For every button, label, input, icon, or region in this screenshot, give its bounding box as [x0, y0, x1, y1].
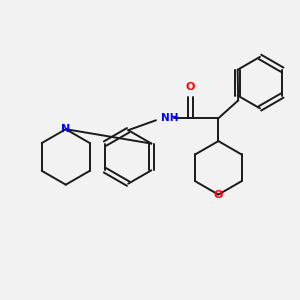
Text: O: O: [214, 190, 223, 200]
Text: N: N: [61, 124, 70, 134]
Text: O: O: [186, 82, 195, 92]
Text: NH: NH: [161, 113, 178, 123]
